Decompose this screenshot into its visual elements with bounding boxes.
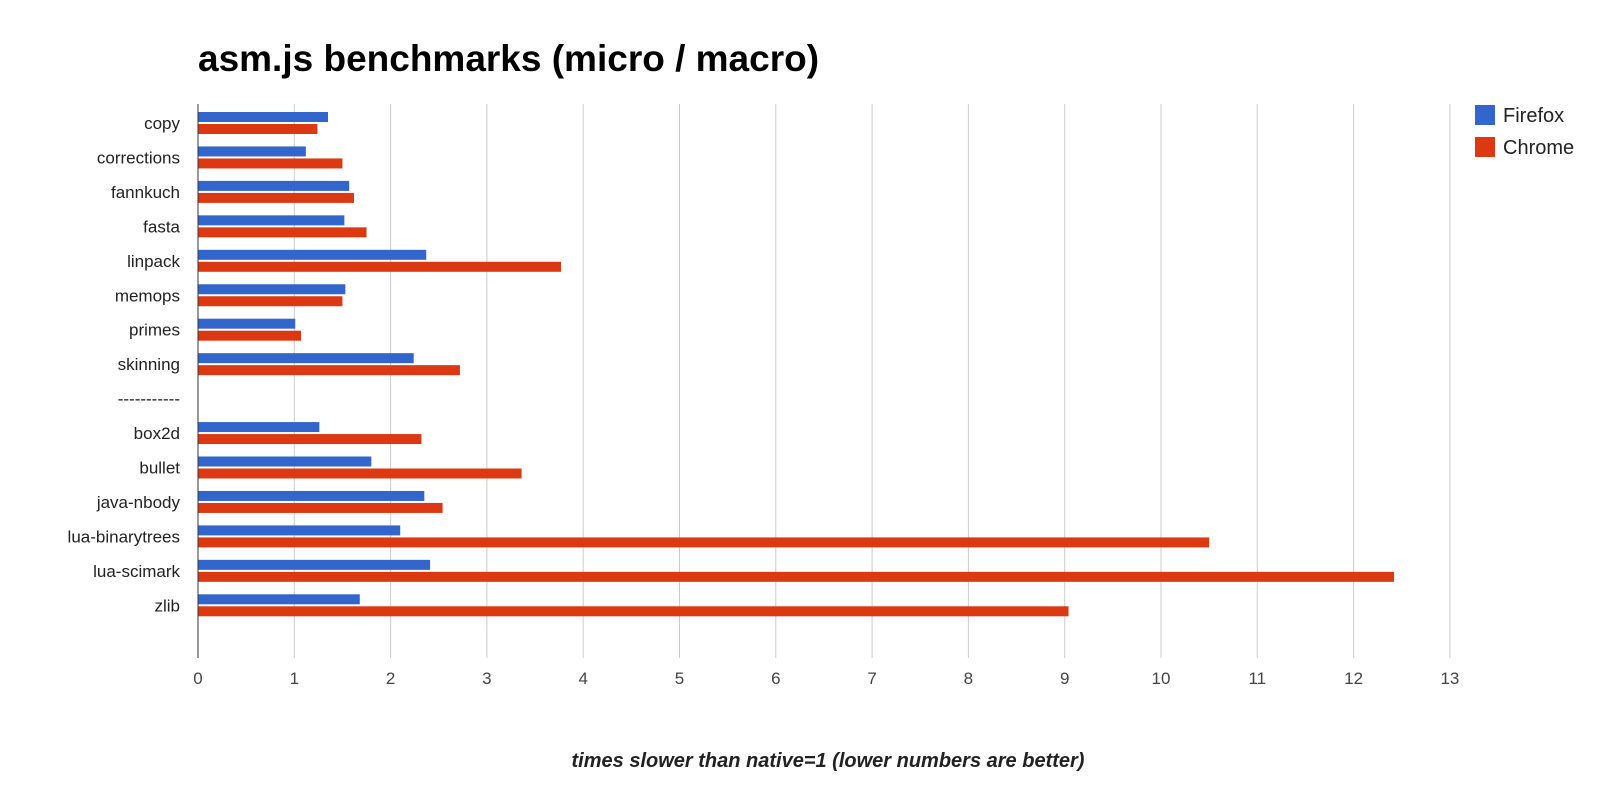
x-tick-label-1: 1 [290, 669, 299, 688]
category-label-memops: memops [115, 286, 180, 305]
bar-chrome-fannkuch [198, 192, 355, 203]
bar-chrome-copy [198, 124, 318, 134]
gridlines [293, 104, 1451, 658]
legend-label-chrome: Chrome [1503, 137, 1574, 159]
category-label-primes: primes [129, 321, 180, 340]
bar-firefox-fasta [198, 215, 345, 226]
category-label-box2d: box2d [134, 424, 180, 443]
bar-chrome-bullet [198, 468, 522, 479]
bar-chrome-lua-binarytrees [198, 537, 1210, 548]
bar-firefox-lua-scimark [198, 559, 431, 570]
bar-chrome-zlib [198, 606, 1069, 617]
x-tick-label-7: 7 [867, 669, 876, 688]
x-tick-label-2: 2 [386, 669, 395, 688]
bar-firefox-corrections [198, 146, 306, 157]
bar-chrome-skinning [198, 365, 460, 376]
bar-chrome-primes [198, 330, 302, 341]
x-tick-label-9: 9 [1060, 669, 1069, 688]
bar-chrome-linpack [198, 261, 562, 272]
category-label-bullet: bullet [139, 459, 180, 478]
bar-firefox-linpack [198, 249, 427, 260]
x-axis-title: times slower than native=1 (lower number… [572, 750, 1085, 772]
bar-firefox-bullet [198, 456, 372, 467]
category-label-java-nbody: java-nbody [96, 493, 181, 512]
x-tick-label-8: 8 [964, 669, 973, 688]
bar-firefox-java-nbody [198, 490, 425, 501]
bar-firefox-box2d [198, 422, 320, 433]
chart-title: asm.js benchmarks (micro / macro) [198, 38, 819, 79]
x-tick-label-0: 0 [193, 669, 202, 688]
category-label-lua-binarytrees: lua-binarytrees [68, 527, 180, 546]
x-tick-label-5: 5 [675, 669, 684, 688]
bar-chrome-fasta [198, 227, 367, 238]
category-label-fannkuch: fannkuch [111, 183, 180, 202]
bar-firefox-lua-binarytrees [198, 525, 401, 536]
legend-label-firefox: Firefox [1503, 105, 1564, 127]
legend-swatch-chrome [1475, 137, 1495, 157]
x-tick-label-6: 6 [771, 669, 780, 688]
bar-firefox-memops [198, 284, 346, 295]
x-tick-label-11: 11 [1248, 669, 1266, 688]
bar-firefox-zlib [198, 594, 360, 605]
x-tick-label-10: 10 [1152, 669, 1171, 688]
legend: Firefox Chrome [1475, 105, 1574, 159]
x-tick-label-12: 12 [1344, 669, 1363, 688]
bar-chrome-java-nbody [198, 502, 443, 513]
bar-firefox-primes [198, 318, 296, 329]
category-label-separator: ----------- [118, 390, 180, 409]
bars [198, 112, 1395, 617]
category-label-fasta: fasta [143, 217, 180, 236]
bar-firefox-skinning [198, 353, 414, 364]
category-label-corrections: corrections [97, 148, 180, 167]
x-tick-labels: 0 1 2 3 4 5 6 7 8 9 10 11 12 13 [193, 669, 1459, 688]
x-tick-label-4: 4 [578, 669, 587, 688]
bar-firefox-copy [198, 112, 329, 122]
bar-chrome-box2d [198, 434, 422, 445]
category-label-copy: copy [144, 114, 180, 133]
category-labels: copy corrections fannkuch fasta linpack memop… [68, 114, 181, 615]
bar-chrome-lua-scimark [198, 571, 1395, 582]
category-label-skinning: skinning [118, 355, 180, 374]
bar-chrome-corrections [198, 158, 343, 169]
x-tick-label-3: 3 [482, 669, 491, 688]
x-tick-label-13: 13 [1440, 669, 1459, 688]
bar-chrome-memops [198, 296, 343, 307]
bar-firefox-fannkuch [198, 180, 350, 191]
category-label-lua-scimark: lua-scimark [93, 562, 180, 581]
legend-swatch-firefox [1475, 105, 1495, 125]
category-label-linpack: linpack [127, 252, 180, 271]
category-label-zlib: zlib [154, 596, 180, 615]
